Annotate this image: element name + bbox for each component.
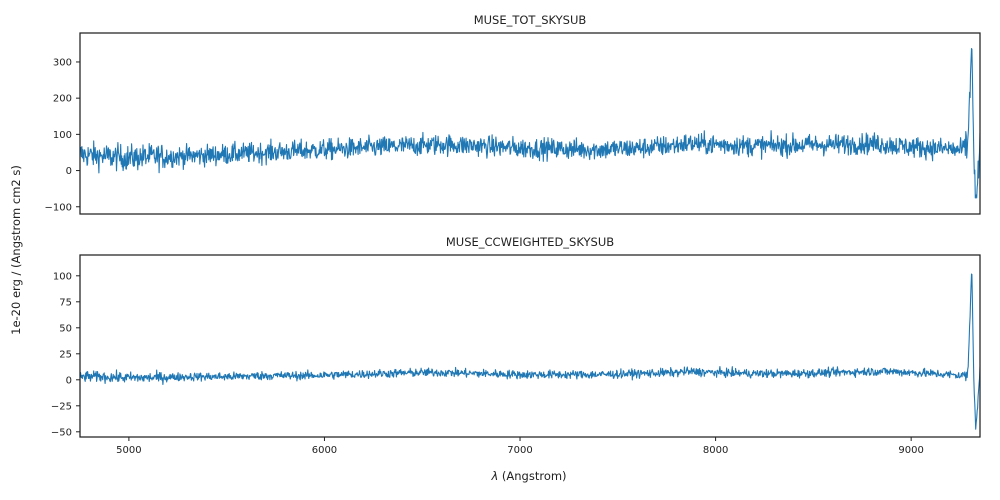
x-tick-label: 6000	[312, 445, 337, 456]
x-tick-label: 9000	[898, 445, 923, 456]
series-line	[80, 48, 980, 199]
panel-title: MUSE_CCWEIGHTED_SKYSUB	[446, 235, 614, 249]
axes-frame	[79, 254, 981, 438]
y-tick-label: 50	[59, 323, 72, 334]
y-tick-label: 100	[53, 271, 72, 282]
y-tick-label: 0	[66, 375, 72, 386]
series-line	[80, 273, 980, 430]
panel-title: MUSE_TOT_SKYSUB	[474, 13, 587, 27]
y-tick-label: −50	[51, 427, 72, 438]
x-tick-label: 8000	[703, 445, 728, 456]
panel-2: MUSE_CCWEIGHTED_SKYSUB −50 −25 0 25 50 75 100 50…	[51, 235, 981, 456]
y-tick-label: −100	[45, 202, 72, 213]
y-tick-label: −25	[51, 401, 72, 412]
x-tick-label: 7000	[507, 445, 532, 456]
panel-1: MUSE_TOT_SKYSUB −100 0 100 200 300	[45, 13, 981, 215]
y-tick-label: 0	[66, 166, 72, 177]
y-tick-label: 100	[53, 130, 72, 141]
y-tick-label: 25	[59, 349, 72, 360]
y-tick-label: 75	[59, 297, 72, 308]
figure-xlabel: λ (Angstrom)	[490, 469, 566, 483]
y-tick-label: 200	[53, 94, 72, 105]
figure-ylabel: 1e-20 erg / (Angstrom cm2 s)	[9, 165, 23, 335]
axes-frame	[79, 32, 981, 215]
y-tick-label: 300	[53, 57, 72, 68]
x-tick-label: 5000	[116, 445, 141, 456]
